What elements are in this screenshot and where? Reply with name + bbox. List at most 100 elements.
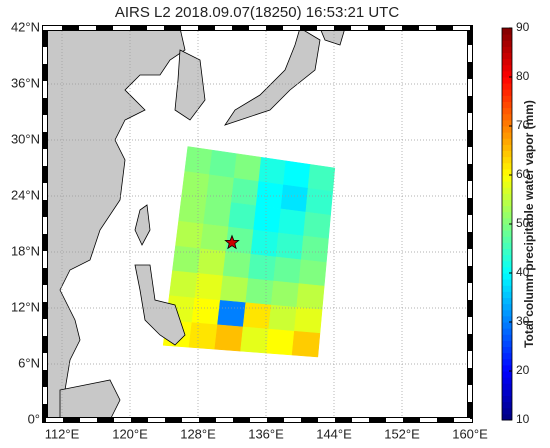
colorbar-stripe [502,101,512,109]
colorbar-stripe [502,156,512,164]
field-cell [184,146,213,176]
field-cell [206,174,235,203]
field-cell [298,259,327,287]
colorbar-stripe [502,389,512,396]
field-cell [278,208,307,237]
field-cell [303,211,331,240]
field-cell [250,229,279,258]
field-cell [188,322,218,350]
colorbar-stripe [502,230,512,237]
field-cell [270,280,300,308]
colorbar-stripe [502,315,512,323]
field-cell [214,324,244,352]
colorbar-stripe [502,205,512,213]
colorbar-stripe [502,46,512,53]
colorbar-stripe [502,401,512,409]
colorbar-stripe [502,199,512,207]
field-cell [178,195,207,225]
colorbar-stripe [502,266,512,274]
colorbar-stripe [502,162,512,170]
colorbar-stripe [502,364,512,372]
y-tick-label: 24°N [11,187,40,202]
colorbar-label: Total column precipitable water vapor (m… [522,100,536,348]
colorbar-stripe [502,168,512,176]
colorbar-stripe [502,64,512,72]
colorbar-stripe [502,352,512,360]
x-tick-label: 128°E [180,426,216,441]
field-cell [273,256,302,284]
colorbar-stripe [502,211,512,219]
colorbar-stripe [502,224,512,231]
colorbar-stripe [502,328,512,335]
colorbar-tick-label: 90 [516,20,530,34]
colorbar-stripe [502,309,512,317]
colorbar-stripe [502,383,512,390]
colorbar-stripe [502,175,512,182]
field-cell [291,330,321,358]
colorbar-tick-label: 30 [516,314,530,328]
colorbar-stripe [502,217,512,225]
x-tick-label: 160°E [452,426,488,441]
x-tick-label: 112°E [45,426,80,441]
field-cell [255,181,284,210]
field-cell [233,153,262,182]
colorbar-stripe [502,28,512,35]
colorbar-stripe [502,334,512,341]
colorbar-stripe [502,413,512,421]
field-cell [200,223,229,252]
colorbar-stripe [502,242,512,249]
field-cell [191,297,221,326]
colorbar-tick-label: 80 [516,69,530,83]
colorbar-stripe [502,236,512,243]
colorbar-stripe [502,126,512,133]
field-cell [203,199,232,228]
field-cell [245,278,274,306]
field-cell [169,270,198,299]
colorbar-stripe [502,83,512,90]
colorbar-stripe [502,303,512,311]
field-cell [217,300,246,328]
colorbar-stripe [502,138,512,145]
colorbar-stripe [502,377,512,384]
colorbar-stripe [502,248,512,256]
colorbar-tick-label: 40 [516,265,530,279]
colorbar-stripe [502,395,512,403]
x-tick-label: 120°E [112,426,148,441]
colorbar-stripe [502,40,512,47]
field-cell [240,326,270,354]
colorbar-stripe [502,150,512,158]
field-cell [283,160,311,189]
colorbar-tick-label: 70 [516,118,530,132]
colorbar-stripe [502,119,512,127]
colorbar-stripe [502,407,512,415]
y-tick-label: 36°N [11,75,40,90]
x-tick-label: 152°E [384,426,420,441]
colorbar-stripe [502,260,512,268]
colorbar-tick-label: 10 [516,412,530,426]
y-tick-label: 30°N [11,131,40,146]
field-cell [280,184,309,213]
colorbar-stripe [502,285,512,292]
x-tick-label: 136°E [248,426,284,441]
colorbar-stripe [502,70,512,78]
colorbar-stripe [502,273,512,280]
y-tick-label: 6°N [18,355,40,370]
colorbar-stripe [502,113,512,121]
colorbar-stripe [502,144,512,151]
land [44,27,346,421]
colorbar-stripe [502,291,512,298]
colorbar-tick-label: 20 [516,363,530,377]
colorbar-stripe [502,107,512,115]
field-cell [300,235,329,263]
colorbar-stripe [502,77,512,84]
field-cell [296,283,325,311]
y-tick-label: 18°N [11,243,40,258]
colorbar-stripe [502,95,512,102]
field-cell [266,328,295,356]
colorbar-stripe [502,340,512,347]
colorbar-stripe [502,187,512,194]
field-cell [209,149,238,179]
x-tick-label: 144°E [316,426,352,441]
colorbar-stripe [502,297,512,305]
